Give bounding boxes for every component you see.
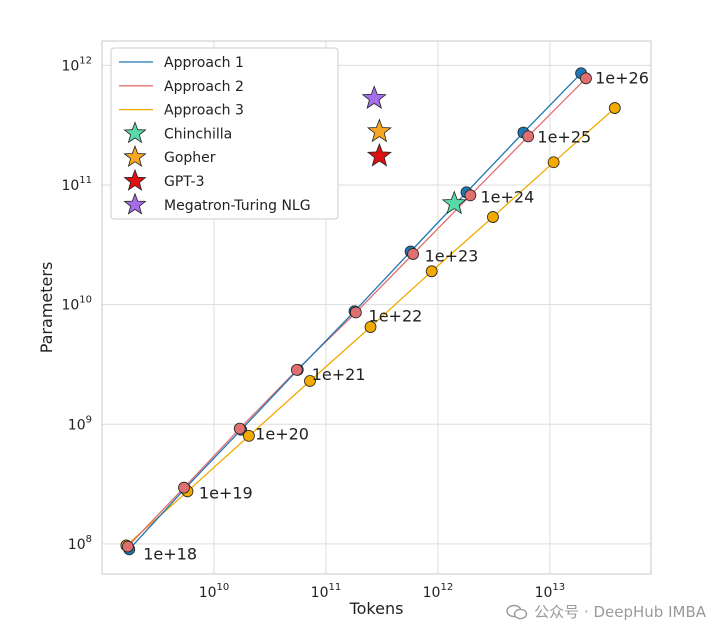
data-point	[580, 72, 592, 85]
legend-box	[110, 47, 339, 220]
legend-star-swatch	[123, 168, 147, 191]
legend-label: Gopher	[164, 150, 216, 166]
data-point	[547, 156, 560, 169]
legend-label: Approach 1	[164, 55, 244, 71]
compute-label: 1e+18	[143, 544, 197, 563]
legend-label: Chinchilla	[164, 126, 232, 142]
data-point	[242, 429, 255, 442]
y-tick-label: 1012	[61, 55, 92, 74]
wechat-icon	[506, 604, 528, 619]
data-point	[364, 321, 377, 333]
model-star-gopher	[366, 118, 392, 143]
data-point	[487, 211, 499, 223]
x-tick-label: 1012	[423, 582, 454, 601]
legend-star-swatch	[123, 121, 147, 144]
compute-label: 1e+26	[595, 68, 649, 87]
x-tick-label: 1010	[199, 582, 230, 601]
y-tick-label: 1011	[61, 175, 92, 194]
legend-label: Approach 2	[164, 79, 244, 95]
x-axis-title: Tokens	[349, 599, 404, 618]
compute-label: 1e+23	[425, 247, 479, 266]
x-tick-label: 1013	[535, 582, 566, 601]
axes-frame	[101, 40, 652, 575]
data-point	[425, 265, 438, 278]
model-star-chinchilla	[441, 190, 467, 215]
watermark-text: 公众号 · DeepHub IMBA	[534, 603, 706, 621]
legend: Approach 1 Approach 2 Approach 3 Chinchilla…	[110, 47, 339, 220]
data-point	[121, 540, 134, 553]
legend-label: GPT-3	[164, 174, 205, 190]
compute-label: 1e+24	[480, 187, 534, 206]
legend-star-swatch	[123, 145, 147, 168]
legend-label: Megatron-Turing NLG	[164, 198, 311, 214]
data-point	[464, 189, 477, 202]
model-star-megatron-turing-nlg	[361, 85, 387, 110]
y-tick-label: 109	[68, 414, 92, 433]
compute-label: 1e+25	[537, 127, 591, 146]
legend-star-swatch	[123, 192, 147, 215]
data-point	[290, 363, 303, 376]
watermark: 公众号 · DeepHub IMBA	[506, 601, 706, 622]
y-tick-label: 108	[68, 534, 92, 553]
compute-label: 1e+21	[312, 365, 366, 384]
legend-label: Approach 3	[164, 103, 244, 119]
data-point	[522, 130, 535, 143]
compute-label: 1e+19	[199, 484, 253, 503]
series-points-approach-2	[121, 72, 592, 553]
data-point	[349, 306, 362, 319]
data-point	[304, 375, 316, 387]
model-star-gpt-3	[366, 142, 392, 167]
compute-label: 1e+20	[255, 425, 309, 444]
data-point	[407, 248, 419, 260]
data-point	[233, 422, 246, 435]
y-axis-title: Parameters	[37, 262, 56, 354]
compute-label: 1e+22	[369, 306, 423, 325]
x-tick-label: 1011	[311, 582, 342, 601]
y-tick-label: 1010	[61, 295, 92, 314]
data-point	[608, 102, 621, 114]
data-point	[178, 481, 190, 494]
